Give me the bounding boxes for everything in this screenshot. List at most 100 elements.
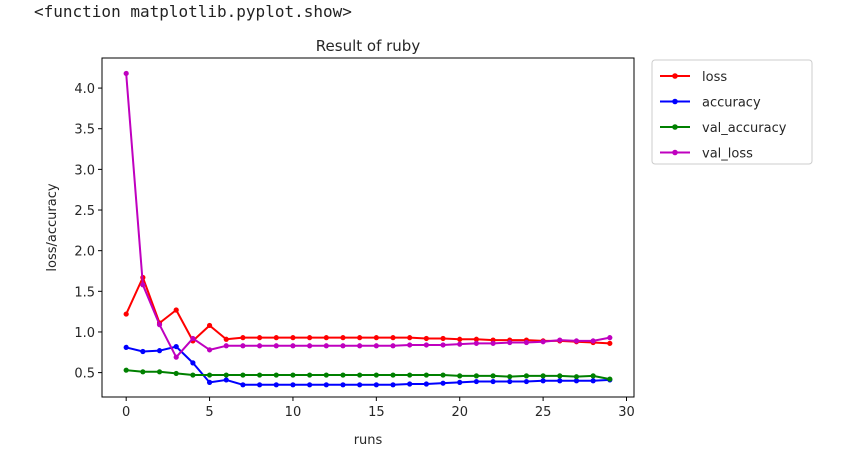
data-point xyxy=(323,382,329,388)
data-point xyxy=(323,372,329,378)
legend-label: val_loss xyxy=(702,147,753,162)
data-point xyxy=(307,343,313,349)
data-point xyxy=(156,322,163,328)
data-point xyxy=(123,367,129,373)
legend-item: accuracy xyxy=(660,96,761,111)
data-point xyxy=(240,372,246,378)
data-point xyxy=(407,372,413,378)
data-point xyxy=(256,335,263,341)
series-accuracy xyxy=(123,343,613,388)
legend-item: val_accuracy xyxy=(660,121,787,136)
data-point xyxy=(357,343,363,349)
x-tick-label: 10 xyxy=(285,405,302,420)
y-axis-label: loss/accuracy xyxy=(45,183,60,271)
chart-title: Result of ruby xyxy=(316,37,421,55)
data-point xyxy=(290,382,296,388)
legend-swatch-marker xyxy=(672,73,678,79)
data-point xyxy=(206,322,213,329)
y-tick-label: 0.5 xyxy=(74,367,95,382)
data-point xyxy=(607,376,613,382)
data-point xyxy=(507,374,513,380)
data-point xyxy=(490,373,496,379)
data-point xyxy=(590,338,596,344)
data-point xyxy=(373,343,379,349)
data-point xyxy=(457,379,463,385)
data-point xyxy=(573,338,580,344)
data-point xyxy=(373,382,379,388)
data-point xyxy=(206,372,213,378)
data-point xyxy=(256,372,263,378)
data-point xyxy=(307,372,313,378)
legend-item: loss xyxy=(660,70,727,85)
data-point xyxy=(540,373,546,379)
data-point xyxy=(523,339,530,346)
data-point xyxy=(473,340,480,346)
y-tick-label: 2.0 xyxy=(74,245,95,260)
data-point xyxy=(140,348,146,355)
series-line xyxy=(125,345,610,386)
data-point xyxy=(206,379,213,385)
data-point xyxy=(440,380,446,386)
data-point xyxy=(507,339,513,346)
data-point xyxy=(273,372,279,378)
data-point xyxy=(340,335,346,341)
data-point xyxy=(523,373,530,379)
data-point xyxy=(240,382,246,388)
data-point xyxy=(173,354,179,360)
x-tick-label: 20 xyxy=(451,405,468,420)
data-point xyxy=(473,336,480,342)
data-point xyxy=(340,382,346,388)
data-point xyxy=(223,336,229,342)
legend-swatch-marker xyxy=(672,98,678,105)
data-point xyxy=(190,335,196,342)
y-tick-label: 2.5 xyxy=(74,204,95,219)
data-point xyxy=(407,342,413,348)
data-point xyxy=(123,311,129,317)
data-point xyxy=(523,378,530,385)
series-line xyxy=(125,276,610,345)
data-point xyxy=(390,343,396,349)
cell-output-text: <function matplotlib.pyplot.show> xyxy=(34,2,352,21)
data-point xyxy=(173,370,179,377)
data-point xyxy=(440,335,446,342)
data-point xyxy=(357,372,363,378)
x-tick-label: 25 xyxy=(535,405,552,420)
data-point xyxy=(256,343,263,349)
data-point xyxy=(256,382,263,388)
data-point xyxy=(373,372,379,378)
data-point xyxy=(140,282,146,288)
data-point xyxy=(407,335,413,341)
y-tick-label: 1.0 xyxy=(74,326,95,341)
data-point xyxy=(357,382,363,388)
data-point xyxy=(156,369,163,375)
y-tick-label: 3.5 xyxy=(74,123,95,138)
data-point xyxy=(407,381,413,387)
data-point xyxy=(240,343,246,349)
data-point xyxy=(173,307,179,313)
data-point xyxy=(173,343,179,350)
data-point xyxy=(123,70,129,77)
data-point xyxy=(490,340,496,346)
legend: loss accuracy val_accuracy val_loss xyxy=(651,59,813,165)
x-tick-label: 5 xyxy=(205,405,213,420)
data-point xyxy=(273,382,279,388)
legend-swatch-marker xyxy=(672,149,678,156)
data-point xyxy=(307,382,313,388)
data-point xyxy=(223,343,229,349)
data-point xyxy=(323,335,329,341)
series-val-accuracy xyxy=(123,367,613,382)
data-point xyxy=(240,335,246,341)
data-point xyxy=(557,378,563,384)
legend-label: loss xyxy=(702,70,727,85)
data-point xyxy=(557,337,563,343)
x-tick-label: 15 xyxy=(368,405,385,420)
data-point xyxy=(507,378,513,385)
data-point xyxy=(223,372,229,378)
plot-area-frame xyxy=(101,57,635,398)
data-point xyxy=(323,343,329,349)
x-tick-label: 0 xyxy=(122,405,130,420)
series-val-loss xyxy=(123,70,613,360)
data-point xyxy=(573,374,580,380)
data-point xyxy=(156,348,163,354)
y-tick-label: 4.0 xyxy=(74,82,95,97)
